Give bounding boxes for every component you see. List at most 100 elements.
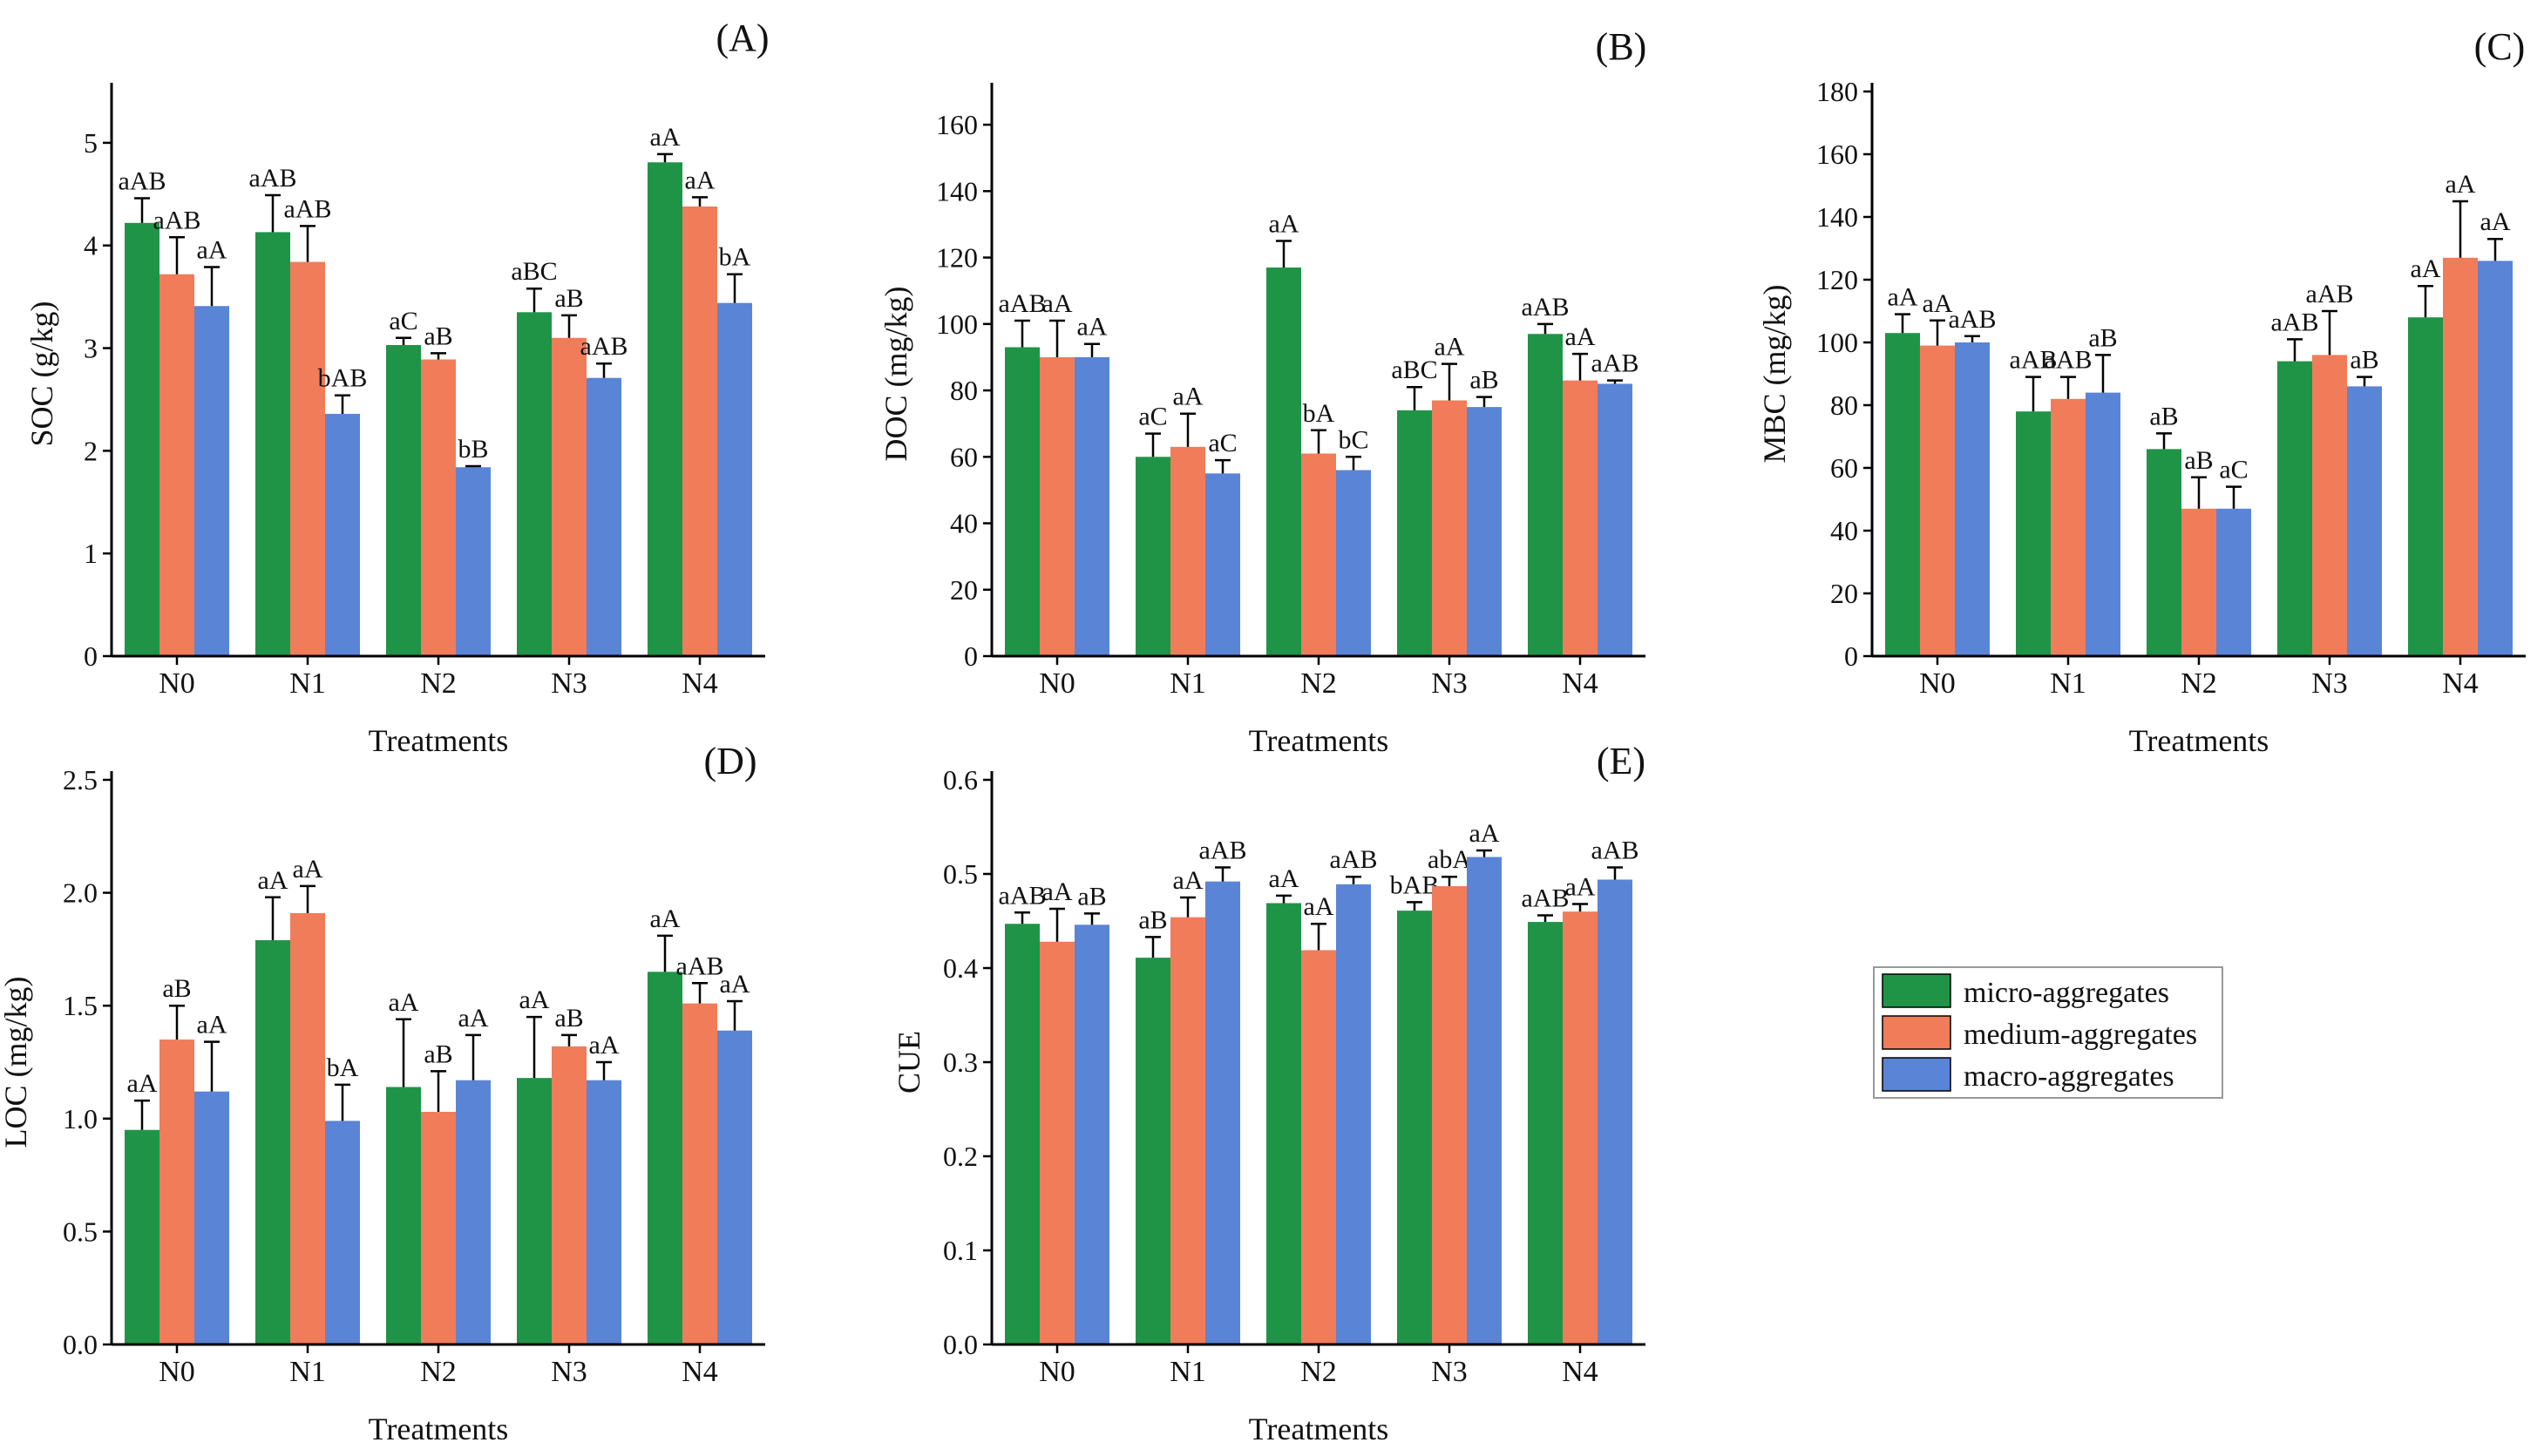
significance-label-medium-n1: aAB: [2045, 346, 2093, 375]
y-tick-label: 0.0: [943, 1329, 978, 1360]
y-tick-label: 0: [1844, 640, 1858, 672]
x-tick-label-n1: N1: [289, 667, 326, 700]
x-tick-label-n3: N3: [2311, 667, 2348, 700]
x-axis-label: Treatments: [1249, 723, 1389, 758]
panel-label: (D): [703, 740, 756, 782]
bar-macro-n0: [1075, 356, 1109, 656]
bar-macro-n0: [1075, 924, 1109, 1344]
bar-medium-n4: [1563, 380, 1598, 656]
bar-macro-n3: [2347, 386, 2382, 656]
x-tick-label-n2: N2: [420, 667, 457, 700]
x-tick-label-n4: N4: [682, 667, 718, 700]
y-tick-label: 140: [936, 175, 978, 207]
significance-label-medium-n3: aB: [554, 1004, 583, 1033]
significance-label-micro-n4: aAB: [1522, 884, 1570, 913]
panel-label: (A): [716, 17, 769, 59]
significance-label-medium-n1: aA: [1173, 866, 1204, 895]
bar-medium-n0: [1040, 356, 1075, 656]
bar-medium-n4: [1563, 911, 1598, 1344]
bar-medium-n3: [1432, 400, 1467, 656]
significance-label-medium-n3: aAB: [2306, 280, 2354, 308]
significance-label-macro-n1: aC: [1208, 429, 1237, 457]
bar-micro-n3: [2277, 361, 2312, 656]
significance-label-micro-n1: aAB: [2010, 346, 2058, 375]
bar-medium-n1: [290, 261, 325, 656]
significance-label-medium-n1: aA: [293, 855, 323, 884]
bar-micro-n1: [255, 940, 290, 1344]
significance-label-micro-n2: aA: [1269, 210, 1299, 239]
significance-label-micro-n3: aA: [519, 985, 550, 1014]
significance-label-macro-n0: aA: [197, 1011, 227, 1040]
y-tick-label: 20: [1830, 578, 1858, 609]
bar-micro-n0: [1005, 347, 1040, 656]
significance-label-medium-n2: aB: [424, 322, 452, 350]
x-tick-label-n3: N3: [1431, 1356, 1468, 1388]
x-tick-label-n4: N4: [2442, 667, 2479, 700]
significance-label-macro-n3: aA: [1469, 819, 1500, 848]
significance-label-micro-n3: aBC: [511, 257, 557, 286]
significance-label-macro-n4: aAB: [1591, 836, 1639, 864]
significance-label-macro-n3: aB: [2350, 346, 2378, 375]
bar-macro-n3: [1467, 407, 1502, 656]
bar-medium-n2: [1301, 453, 1336, 656]
bar-macro-n1: [1205, 881, 1240, 1344]
bar-micro-n1: [1136, 958, 1170, 1344]
significance-label-medium-n1: aA: [1173, 383, 1204, 411]
significance-label-micro-n0: aA: [1888, 283, 1918, 312]
significance-label-medium-n3: abA: [1428, 845, 1471, 874]
x-tick-label-n2: N2: [1300, 667, 1337, 700]
y-tick-label: 4: [84, 230, 98, 261]
significance-label-micro-n3: aBC: [1391, 356, 1437, 384]
significance-label-macro-n0: aA: [197, 235, 227, 264]
y-tick-label: 1: [84, 538, 98, 569]
significance-label-micro-n0: aA: [127, 1069, 158, 1098]
bar-medium-n2: [2181, 508, 2216, 656]
y-tick-label: 0.5: [943, 858, 978, 890]
bar-macro-n1: [2086, 392, 2120, 656]
y-tick-label: 80: [1830, 389, 1858, 421]
y-tick-label: 100: [936, 308, 978, 340]
bar-medium-n3: [2312, 355, 2347, 656]
x-tick-label-n0: N0: [1919, 667, 1956, 700]
significance-label-macro-n0: aB: [1077, 882, 1106, 911]
bar-macro-n2: [2216, 508, 2251, 656]
bar-macro-n0: [1955, 342, 1990, 656]
y-axis-label: DOC (mg/kg): [879, 287, 913, 462]
significance-label-micro-n2: aA: [389, 988, 419, 1017]
bar-micro-n0: [125, 222, 159, 657]
significance-label-macro-n0: aAB: [1949, 305, 1997, 334]
significance-label-macro-n1: bA: [327, 1053, 359, 1082]
significance-label-macro-n3: aB: [1469, 366, 1498, 395]
y-tick-label: 0.0: [63, 1329, 98, 1360]
significance-label-micro-n0: aAB: [119, 167, 166, 196]
legend-label-micro: micro-aggregates: [1964, 977, 2169, 1009]
x-tick-label-n0: N0: [1039, 1356, 1075, 1388]
y-axis-label: SOC (g/kg): [24, 301, 59, 446]
y-tick-label: 40: [1830, 515, 1858, 546]
significance-label-medium-n4: aA: [2446, 170, 2476, 199]
significance-label-medium-n3: aA: [1435, 333, 1465, 362]
legend-swatch-medium: [1882, 1015, 1951, 1050]
x-tick-label-n4: N4: [682, 1356, 718, 1388]
y-tick-label: 120: [936, 242, 978, 274]
x-tick-label-n0: N0: [159, 667, 195, 700]
bar-macro-n3: [1467, 857, 1502, 1344]
significance-label-medium-n1: aAB: [284, 194, 332, 223]
bar-macro-n3: [587, 377, 621, 656]
significance-label-medium-n3: aB: [554, 284, 583, 313]
bar-medium-n4: [2443, 257, 2478, 656]
y-tick-label: 5: [84, 127, 98, 159]
x-tick-label-n2: N2: [2181, 667, 2217, 700]
chart-panel-c: aAaABaBaABaAaAaABaBaABaAaABaBaCaBaA02040…: [1757, 25, 2526, 758]
significance-label-macro-n2: aAB: [1330, 845, 1378, 874]
x-tick-label-n1: N1: [2050, 667, 2086, 700]
significance-label-medium-n4: aAB: [676, 951, 724, 980]
significance-label-medium-n0: aA: [1042, 877, 1073, 906]
y-tick-label: 160: [936, 109, 978, 140]
panel-label: (E): [1597, 740, 1645, 782]
bar-medium-n2: [421, 359, 456, 656]
bar-macro-n0: [194, 1091, 229, 1344]
significance-label-micro-n4: aA: [650, 123, 681, 152]
